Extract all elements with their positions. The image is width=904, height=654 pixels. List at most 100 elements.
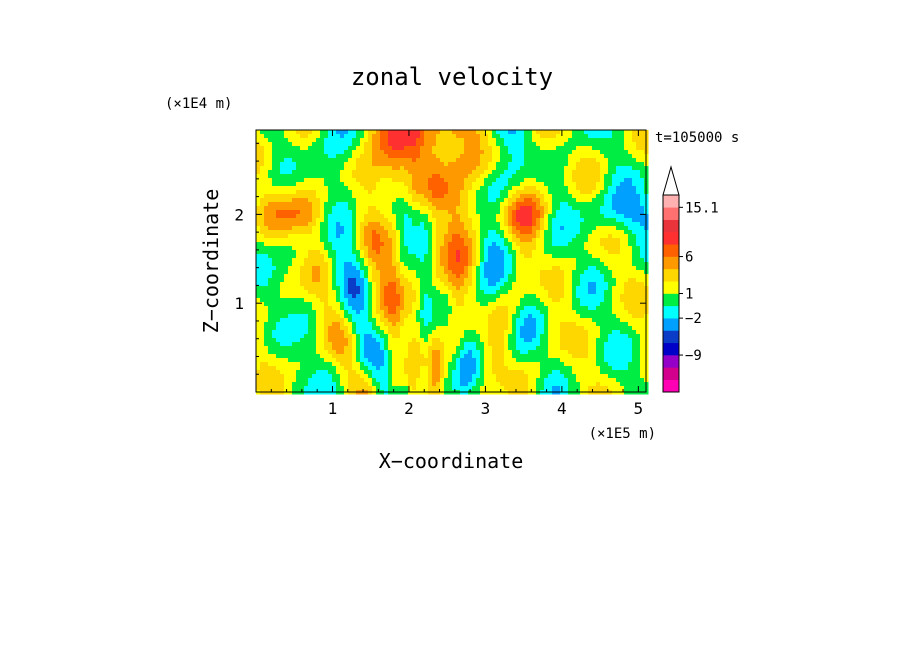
- contour-cell: [260, 314, 265, 319]
- contour-cell: [576, 322, 581, 327]
- contour-cell: [428, 286, 433, 291]
- contour-cell: [592, 226, 597, 231]
- contour-cell: [336, 202, 341, 207]
- contour-cell: [404, 266, 409, 271]
- contour-cell: [632, 286, 637, 291]
- contour-cell: [380, 146, 385, 151]
- contour-cell: [508, 214, 513, 219]
- contour-cell: [612, 202, 617, 207]
- contour-cell: [624, 262, 629, 267]
- contour-cell: [500, 226, 505, 231]
- contour-cell: [296, 134, 301, 139]
- contour-cell: [480, 142, 485, 147]
- contour-cell: [340, 250, 345, 255]
- contour-cell: [508, 242, 513, 247]
- contour-cell: [396, 162, 401, 167]
- contour-cell: [588, 274, 593, 279]
- contour-cell: [344, 278, 349, 283]
- contour-cell: [448, 294, 453, 299]
- contour-cell: [404, 134, 409, 139]
- contour-cell: [412, 258, 417, 263]
- contour-cell: [596, 326, 601, 331]
- contour-cell: [624, 330, 629, 335]
- contour-cell: [612, 278, 617, 283]
- contour-cell: [324, 302, 329, 307]
- contour-cell: [384, 270, 389, 275]
- contour-cell: [516, 314, 521, 319]
- contour-cell: [504, 250, 509, 255]
- contour-cell: [404, 202, 409, 207]
- contour-cell: [448, 274, 453, 279]
- contour-cell: [556, 314, 561, 319]
- contour-cell: [588, 250, 593, 255]
- contour-cell: [288, 154, 293, 159]
- contour-cell: [552, 182, 557, 187]
- contour-cell: [492, 202, 497, 207]
- contour-cell: [524, 266, 529, 271]
- contour-cell: [612, 230, 617, 235]
- contour-cell: [488, 282, 493, 287]
- contour-cell: [332, 314, 337, 319]
- contour-cell: [464, 242, 469, 247]
- contour-cell: [612, 306, 617, 311]
- contour-cell: [544, 146, 549, 151]
- contour-cell: [336, 242, 341, 247]
- contour-cell: [304, 182, 309, 187]
- contour-cell: [620, 246, 625, 251]
- contour-cell: [456, 166, 461, 171]
- contour-cell: [348, 214, 353, 219]
- contour-cell: [288, 202, 293, 207]
- contour-cell: [380, 194, 385, 199]
- contour-cell: [296, 298, 301, 303]
- contour-cell: [372, 234, 377, 239]
- contour-cell: [352, 310, 357, 315]
- contour-cell: [456, 246, 461, 251]
- contour-cell: [292, 310, 297, 315]
- contour-cell: [368, 142, 373, 147]
- contour-cell: [280, 238, 285, 243]
- contour-cell: [372, 322, 377, 327]
- contour-cell: [296, 306, 301, 311]
- contour-cell: [636, 178, 641, 183]
- contour-cell: [396, 298, 401, 303]
- contour-cell: [440, 206, 445, 211]
- contour-cell: [380, 174, 385, 179]
- contour-cell: [488, 134, 493, 139]
- contour-cell: [428, 154, 433, 159]
- contour-cell: [520, 146, 525, 151]
- contour-cell: [552, 186, 557, 191]
- contour-cell: [408, 198, 413, 203]
- contour-cell: [380, 314, 385, 319]
- contour-cell: [436, 266, 441, 271]
- contour-cell: [352, 278, 357, 283]
- contour-cell: [444, 282, 449, 287]
- contour-cell: [256, 298, 261, 303]
- contour-cell: [332, 270, 337, 275]
- contour-cell: [448, 306, 453, 311]
- contour-cell: [368, 302, 373, 307]
- contour-cell: [632, 258, 637, 263]
- contour-cell: [352, 282, 357, 287]
- contour-cell: [628, 150, 633, 155]
- contour-cell: [428, 258, 433, 263]
- contour-cell: [344, 306, 349, 311]
- contour-cell: [408, 138, 413, 143]
- contour-cell: [348, 230, 353, 235]
- contour-cell: [316, 250, 321, 255]
- contour-cell: [632, 246, 637, 251]
- contour-cell: [484, 274, 489, 279]
- contour-cell: [640, 274, 645, 279]
- contour-cell: [388, 274, 393, 279]
- contour-cell: [368, 186, 373, 191]
- contour-cell: [484, 238, 489, 243]
- contour-cell: [292, 210, 297, 215]
- contour-cell: [372, 134, 377, 139]
- contour-cell: [288, 214, 293, 219]
- contour-cell: [280, 210, 285, 215]
- contour-cell: [388, 298, 393, 303]
- contour-cell: [288, 274, 293, 279]
- contour-cell: [316, 158, 321, 163]
- contour-cell: [336, 318, 341, 323]
- contour-cell: [444, 330, 449, 335]
- contour-cell: [440, 210, 445, 215]
